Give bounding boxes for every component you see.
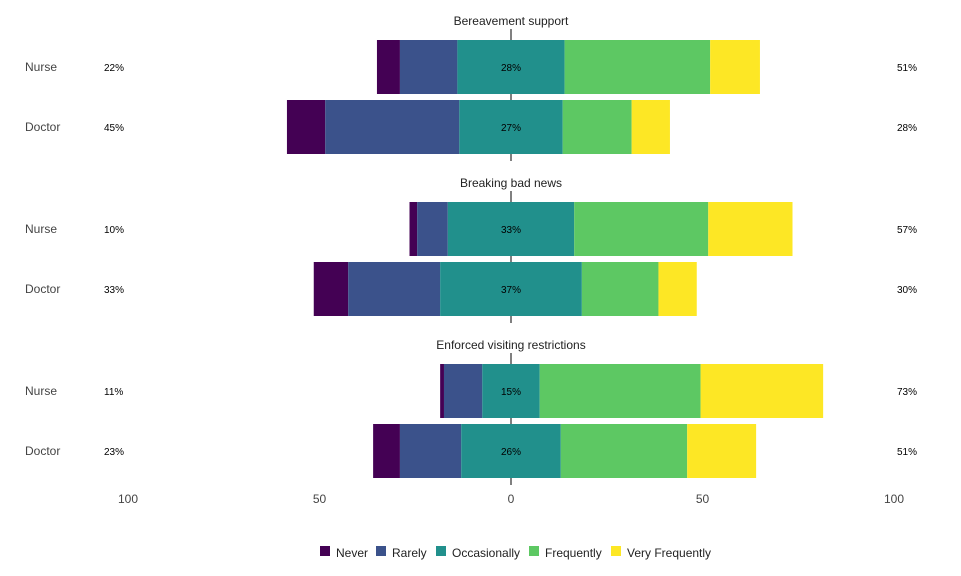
bar-segment-occasionally <box>459 100 563 154</box>
legend-label: Occasionally <box>452 546 520 560</box>
center-percent: 37% <box>501 285 521 296</box>
bar-segment-occasionally <box>482 364 540 418</box>
right-percent: 57% <box>897 225 917 236</box>
bar-segment-rarely <box>348 262 441 316</box>
center-percent: 33% <box>501 225 521 236</box>
bar-segment-occasionally <box>447 202 575 256</box>
right-percent: 73% <box>897 387 917 398</box>
bar-segment-frequently <box>539 364 701 418</box>
bar-segment-never <box>373 424 400 478</box>
bar-segment-frequently <box>581 262 659 316</box>
bar-segment-never <box>440 364 444 418</box>
legend-swatch-rarely <box>376 546 386 556</box>
row-label: Doctor <box>25 282 60 296</box>
x-tick-label: 100 <box>884 492 904 506</box>
bar-segment-never <box>409 202 418 256</box>
x-tick-label: 100 <box>118 492 138 506</box>
row-label: Nurse <box>25 60 57 74</box>
x-tick-label: 50 <box>313 492 327 506</box>
panel-title: Bereavement support <box>454 14 569 28</box>
bar-segment-occasionally <box>457 40 565 94</box>
bar-segment-frequently <box>562 100 632 154</box>
bar-segment-never <box>313 262 349 316</box>
left-percent: 11% <box>104 387 123 398</box>
bar-segment-very-frequently <box>710 40 760 94</box>
bar-segment-occasionally <box>440 262 582 316</box>
right-percent: 28% <box>897 123 917 134</box>
bar-segment-very-frequently <box>708 202 793 256</box>
center-percent: 15% <box>501 387 521 398</box>
bar-segment-rarely <box>399 424 462 478</box>
center-percent: 28% <box>501 63 521 74</box>
bar-segment-frequently <box>564 40 711 94</box>
bar-segment-rarely <box>399 40 458 94</box>
legend-label: Very Frequently <box>627 546 711 560</box>
legend-swatch-frequently <box>529 546 539 556</box>
bar-segment-rarely <box>325 100 460 154</box>
bar-segment-occasionally <box>461 424 561 478</box>
bar-segment-rarely <box>443 364 483 418</box>
left-percent: 23% <box>104 447 124 458</box>
row-label: Nurse <box>25 384 57 398</box>
legend-swatch-very-frequently <box>611 546 621 556</box>
bar-segment-never <box>376 40 400 94</box>
legend-label: Frequently <box>545 546 602 560</box>
x-tick-label: 50 <box>696 492 710 506</box>
bar-segment-rarely <box>417 202 448 256</box>
right-percent: 51% <box>897 63 917 74</box>
right-percent: 51% <box>897 447 917 458</box>
legend-label: Never <box>336 546 368 560</box>
legend-swatch-never <box>320 546 330 556</box>
legend-swatch-occasionally <box>436 546 446 556</box>
bar-segment-never <box>286 100 326 154</box>
center-percent: 27% <box>501 123 521 134</box>
center-percent: 26% <box>501 447 521 458</box>
row-label: Nurse <box>25 222 57 236</box>
bar-segment-very-frequently <box>631 100 670 154</box>
left-percent: 45% <box>104 123 124 134</box>
bar-segment-frequently <box>574 202 709 256</box>
bar-segment-frequently <box>560 424 688 478</box>
row-label: Doctor <box>25 444 60 458</box>
left-percent: 33% <box>104 285 124 296</box>
bar-segment-very-frequently <box>700 364 824 418</box>
bar-segment-very-frequently <box>658 262 697 316</box>
right-percent: 30% <box>897 285 917 296</box>
legend-label: Rarely <box>392 546 427 560</box>
bar-segment-very-frequently <box>687 424 757 478</box>
left-percent: 22% <box>104 63 124 74</box>
panel-title: Breaking bad news <box>460 176 562 190</box>
panel-title: Enforced visiting restrictions <box>436 338 585 352</box>
x-tick-label: 0 <box>508 492 515 506</box>
row-label: Doctor <box>25 120 60 134</box>
left-percent: 10% <box>104 225 124 236</box>
